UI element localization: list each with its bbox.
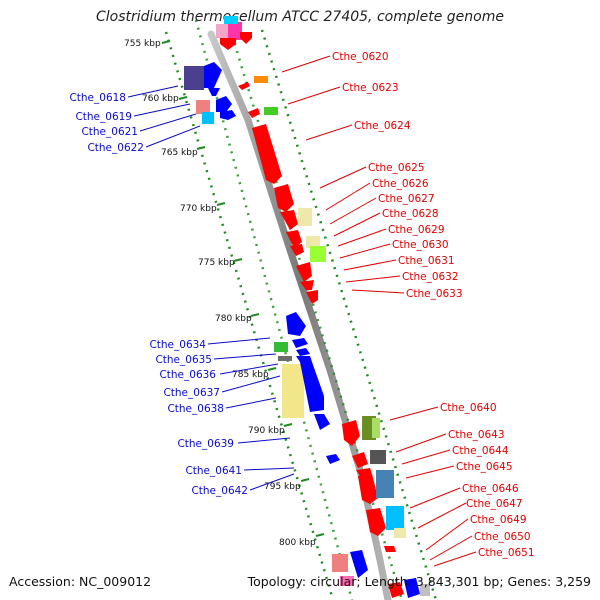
tick-label: 795 kbp <box>264 482 301 492</box>
tick-label: 790 kbp <box>248 426 285 436</box>
topology-text: Topology: circular <box>247 574 357 589</box>
map-title: Clostridium thermocellum ATCC 27405, com… <box>96 9 504 25</box>
gene-label-Cthe_0640[interactable]: Cthe_0640 <box>440 402 497 414</box>
gene-label-Cthe_0645[interactable]: Cthe_0645 <box>456 461 513 473</box>
leader-lines-right <box>281 55 477 567</box>
gene-features <box>184 16 430 598</box>
gene-label-Cthe_0636[interactable]: Cthe_0636 <box>159 369 216 381</box>
genome-backbone <box>207 30 392 600</box>
dotted-boundary-outer-left <box>164 31 335 600</box>
genes-count-text: Genes: 3,259 <box>507 574 591 589</box>
gene-label-Cthe_0646[interactable]: Cthe_0646 <box>462 483 519 495</box>
gene-label-Cthe_0644[interactable]: Cthe_0644 <box>452 445 509 457</box>
kbp-ticks: 755 kbp 760 kbp 765 kbp 770 kbp 775 kbp … <box>124 39 325 548</box>
length-text: Length: 3,843,301 bp <box>364 574 500 589</box>
gene-label-Cthe_0642[interactable]: Cthe_0642 <box>191 485 248 497</box>
tick-label: 800 kbp <box>279 538 316 548</box>
gene-label-Cthe_0650[interactable]: Cthe_0650 <box>474 531 531 543</box>
tick-label: 780 kbp <box>215 314 252 324</box>
tick-label: 775 kbp <box>198 258 235 268</box>
gene-label-Cthe_0634[interactable]: Cthe_0634 <box>149 339 206 351</box>
gene-label-Cthe_0631[interactable]: Cthe_0631 <box>398 255 455 267</box>
tick-label: 760 kbp <box>142 94 179 104</box>
gene-label-Cthe_0637[interactable]: Cthe_0637 <box>163 387 220 399</box>
gene-labels-left: Cthe_0618 Cthe_0619 Cthe_0621 Cthe_0622 … <box>69 92 248 497</box>
gene-label-Cthe_0629[interactable]: Cthe_0629 <box>388 224 445 236</box>
dotted-boundary-outer-right <box>260 29 438 600</box>
gene-label-Cthe_0630[interactable]: Cthe_0630 <box>392 239 449 251</box>
gene-label-Cthe_0626[interactable]: Cthe_0626 <box>372 178 429 190</box>
leader-lines-left <box>127 85 295 491</box>
tick-label: 765 kbp <box>161 148 198 158</box>
gene-label-Cthe_0633[interactable]: Cthe_0633 <box>406 288 463 300</box>
gene-label-Cthe_0649[interactable]: Cthe_0649 <box>470 514 527 526</box>
gene-label-Cthe_0643[interactable]: Cthe_0643 <box>448 429 505 441</box>
gene-labels-right: Cthe_0620 Cthe_0623 Cthe_0624 Cthe_0625 … <box>332 51 535 559</box>
gene-label-Cthe_0639[interactable]: Cthe_0639 <box>177 438 234 450</box>
gene-label-Cthe_0641[interactable]: Cthe_0641 <box>185 465 242 477</box>
gene-label-Cthe_0618[interactable]: Cthe_0618 <box>69 92 126 104</box>
gene-label-Cthe_0620[interactable]: Cthe_0620 <box>332 51 389 63</box>
gene-label-Cthe_0623[interactable]: Cthe_0623 <box>342 82 399 94</box>
tick-label: 755 kbp <box>124 39 161 49</box>
gene-label-Cthe_0638[interactable]: Cthe_0638 <box>167 403 224 415</box>
gene-label-Cthe_0624[interactable]: Cthe_0624 <box>354 120 411 132</box>
tick-label: 785 kbp <box>232 370 269 380</box>
gene-label-Cthe_0627[interactable]: Cthe_0627 <box>378 193 435 205</box>
gene-label-Cthe_0625[interactable]: Cthe_0625 <box>368 162 425 174</box>
gene-label-Cthe_0632[interactable]: Cthe_0632 <box>402 271 459 283</box>
gene-label-Cthe_0622[interactable]: Cthe_0622 <box>87 142 144 154</box>
gene-label-Cthe_0628[interactable]: Cthe_0628 <box>382 208 439 220</box>
gene-label-Cthe_0621[interactable]: Cthe_0621 <box>81 126 138 138</box>
gene-label-Cthe_0647[interactable]: Cthe_0647 <box>466 498 523 510</box>
gene-label-Cthe_0635[interactable]: Cthe_0635 <box>155 354 212 366</box>
genome-stats: Topology: circular; Length: 3,843,301 bp… <box>247 574 591 589</box>
gene-label-Cthe_0651[interactable]: Cthe_0651 <box>478 547 535 559</box>
accession-text: Accession: NC_009012 <box>9 574 152 589</box>
dotted-boundary-inner-right <box>228 27 404 600</box>
gene-label-Cthe_0619[interactable]: Cthe_0619 <box>75 111 132 123</box>
tick-label: 770 kbp <box>180 204 217 214</box>
